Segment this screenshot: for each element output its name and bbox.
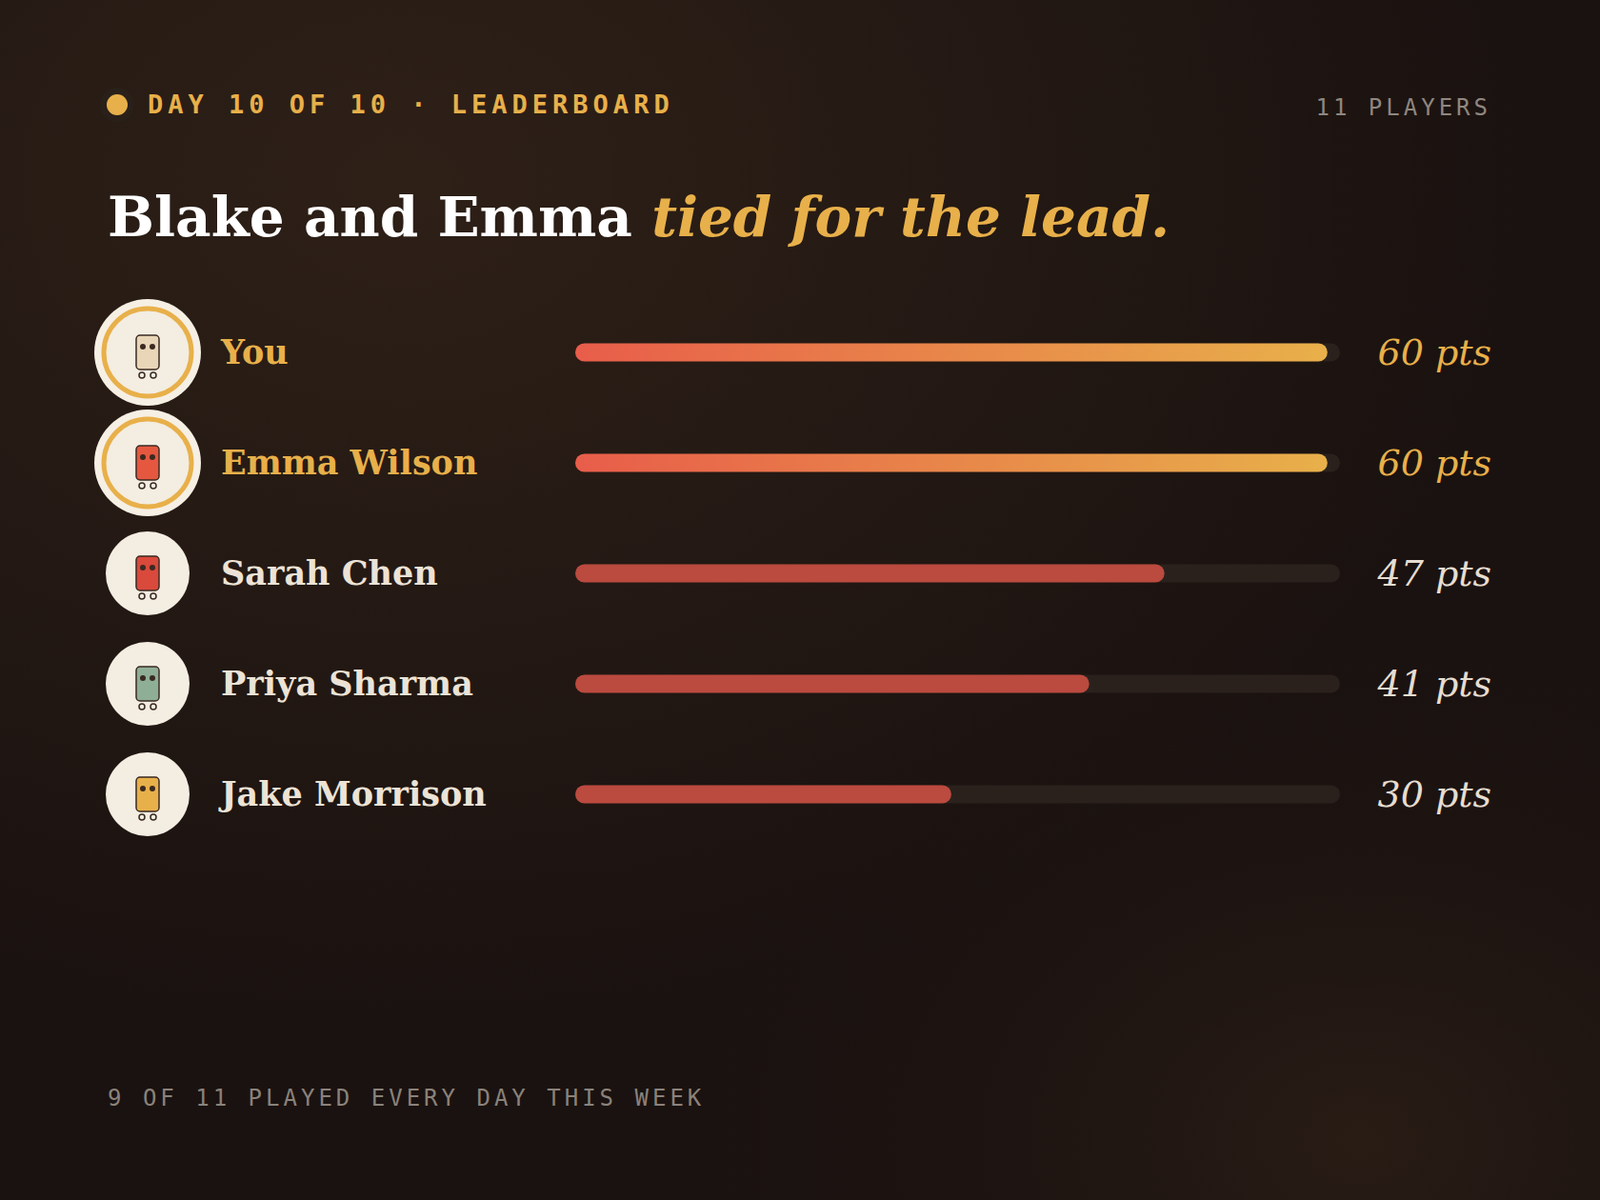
avatar — [94, 409, 201, 517]
avatar-foot — [139, 593, 145, 600]
bar — [575, 675, 1090, 694]
avatar-eye — [140, 564, 146, 571]
avatar-eye — [149, 785, 156, 792]
value-label: 41 pts — [1376, 662, 1492, 705]
value-label: 30 pts — [1377, 773, 1492, 816]
avatar-body — [136, 666, 160, 701]
avatar-foot — [139, 372, 145, 379]
avatar-body — [136, 445, 160, 480]
track — [575, 564, 1340, 583]
eyebrow: DAY 10 OF 10 · LEADERBOARD — [147, 89, 675, 120]
status-dot-halo — [100, 87, 135, 122]
labels: You 60 pts Emma Wilson 60 pts Sarah Chen 47 p… — [94, 299, 1492, 837]
player-name: Sarah Chen — [220, 553, 439, 593]
background — [0, 0, 1600, 1200]
avatar-foot — [150, 703, 157, 710]
track — [575, 675, 1340, 694]
avatar-eye — [140, 343, 146, 350]
bars — [575, 343, 1328, 804]
avatar-foot — [139, 703, 145, 710]
avatar-ring — [103, 308, 192, 397]
player-name: You — [220, 332, 289, 372]
avatar-outer — [94, 409, 201, 517]
avatar — [105, 752, 190, 837]
value-label: 60 pts — [1377, 331, 1492, 374]
avatar — [94, 299, 201, 406]
avatar-bg — [105, 752, 190, 837]
avatar-foot — [150, 814, 157, 820]
leaderboard: DAY 10 OF 10 · LEADERBOARD 11 PLAYERS Blak… — [0, 0, 1600, 1200]
player-count: 11 PLAYERS — [1316, 94, 1493, 121]
avatar-body — [136, 777, 160, 812]
avatar-eye — [149, 564, 156, 571]
track — [575, 343, 1340, 362]
title: Blake and Emma tied for the lead. — [107, 184, 1170, 250]
track — [575, 454, 1340, 473]
avatar-eye — [140, 454, 146, 460]
title-accent: tied for the lead. — [651, 184, 1170, 250]
avatar-eye — [149, 675, 156, 681]
avatar-foot — [150, 372, 157, 379]
bar — [575, 564, 1165, 583]
avatar-ring — [103, 419, 192, 507]
title-main: Blake and Emma — [107, 184, 652, 250]
avatar-foot — [150, 482, 157, 489]
status-dot — [106, 94, 128, 116]
avatar-eye — [140, 785, 146, 792]
avatar-body — [136, 556, 160, 591]
avatar-eye — [140, 675, 146, 681]
tracks — [575, 343, 1340, 804]
avatar — [105, 531, 190, 616]
player-name: Jake Morrison — [218, 774, 487, 814]
player-name: Priya Sharma — [220, 663, 474, 703]
avatar-foot — [150, 593, 157, 600]
avatar-eye — [149, 454, 156, 460]
value-label: 47 pts — [1376, 552, 1492, 595]
bar — [575, 785, 952, 804]
track — [575, 785, 1340, 804]
background-glow — [0, 0, 1600, 1200]
avatar-outer — [94, 299, 201, 406]
avatar — [105, 641, 190, 726]
avatar-bg — [105, 641, 190, 726]
avatar-foot — [139, 482, 145, 489]
bar — [575, 454, 1328, 473]
value-label: 60 pts — [1377, 441, 1492, 484]
avatar-bg — [105, 531, 190, 616]
player-name: Emma Wilson — [220, 442, 478, 482]
avatar-foot — [139, 814, 145, 820]
footer: 9 OF 11 PLAYED EVERY DAY THIS WEEK — [107, 1084, 705, 1112]
bar — [575, 343, 1328, 362]
avatar-body — [136, 335, 160, 370]
avatar-eye — [149, 343, 156, 350]
